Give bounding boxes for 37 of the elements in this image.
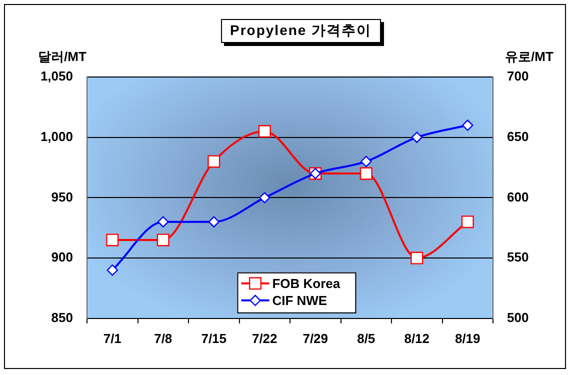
point [106,234,119,246]
x-tick-label: 7/8 [154,330,172,346]
point [461,216,474,228]
point [158,216,169,228]
y-tick-label: 1,000 [40,128,73,144]
point [106,264,118,276]
y-axis-title: 달러/MT [38,48,86,66]
point [259,192,270,204]
legend-label: FOB Korea [272,276,341,291]
y2-tick-label: 650 [507,128,529,144]
point [258,125,271,138]
y2-tick-label: 600 [507,189,529,204]
point [208,216,220,228]
x-tick-label: 7/22 [252,330,278,346]
x-tick-label: 8/12 [404,330,430,346]
y2-axis-title: 유로/MT [505,48,554,66]
y2-tick-label: 500 [507,310,529,325]
x-tick-label: 7/29 [302,330,328,346]
point [156,234,170,246]
x-tick-label: 7/1 [103,330,122,346]
x-tick-label: 8/19 [454,330,480,346]
y2-tick-label: 550 [507,250,529,265]
y-tick-label: 850 [51,310,73,325]
y-tick-label: 1,050 [40,68,73,84]
point [411,132,422,143]
point [360,167,372,180]
point [462,120,474,131]
chart-title: Propylene 가격추이 [221,19,381,43]
x-tick-label: 7/15 [201,330,227,346]
y-tick-label: 950 [51,189,73,204]
legend-label: CIF NWE [272,292,328,308]
point [208,155,220,168]
x-tick-label: 8/5 [357,330,376,346]
y2-tick-label: 700 [507,68,529,84]
y-tick-label: 900 [51,250,73,265]
point [410,252,424,264]
point [360,156,372,168]
